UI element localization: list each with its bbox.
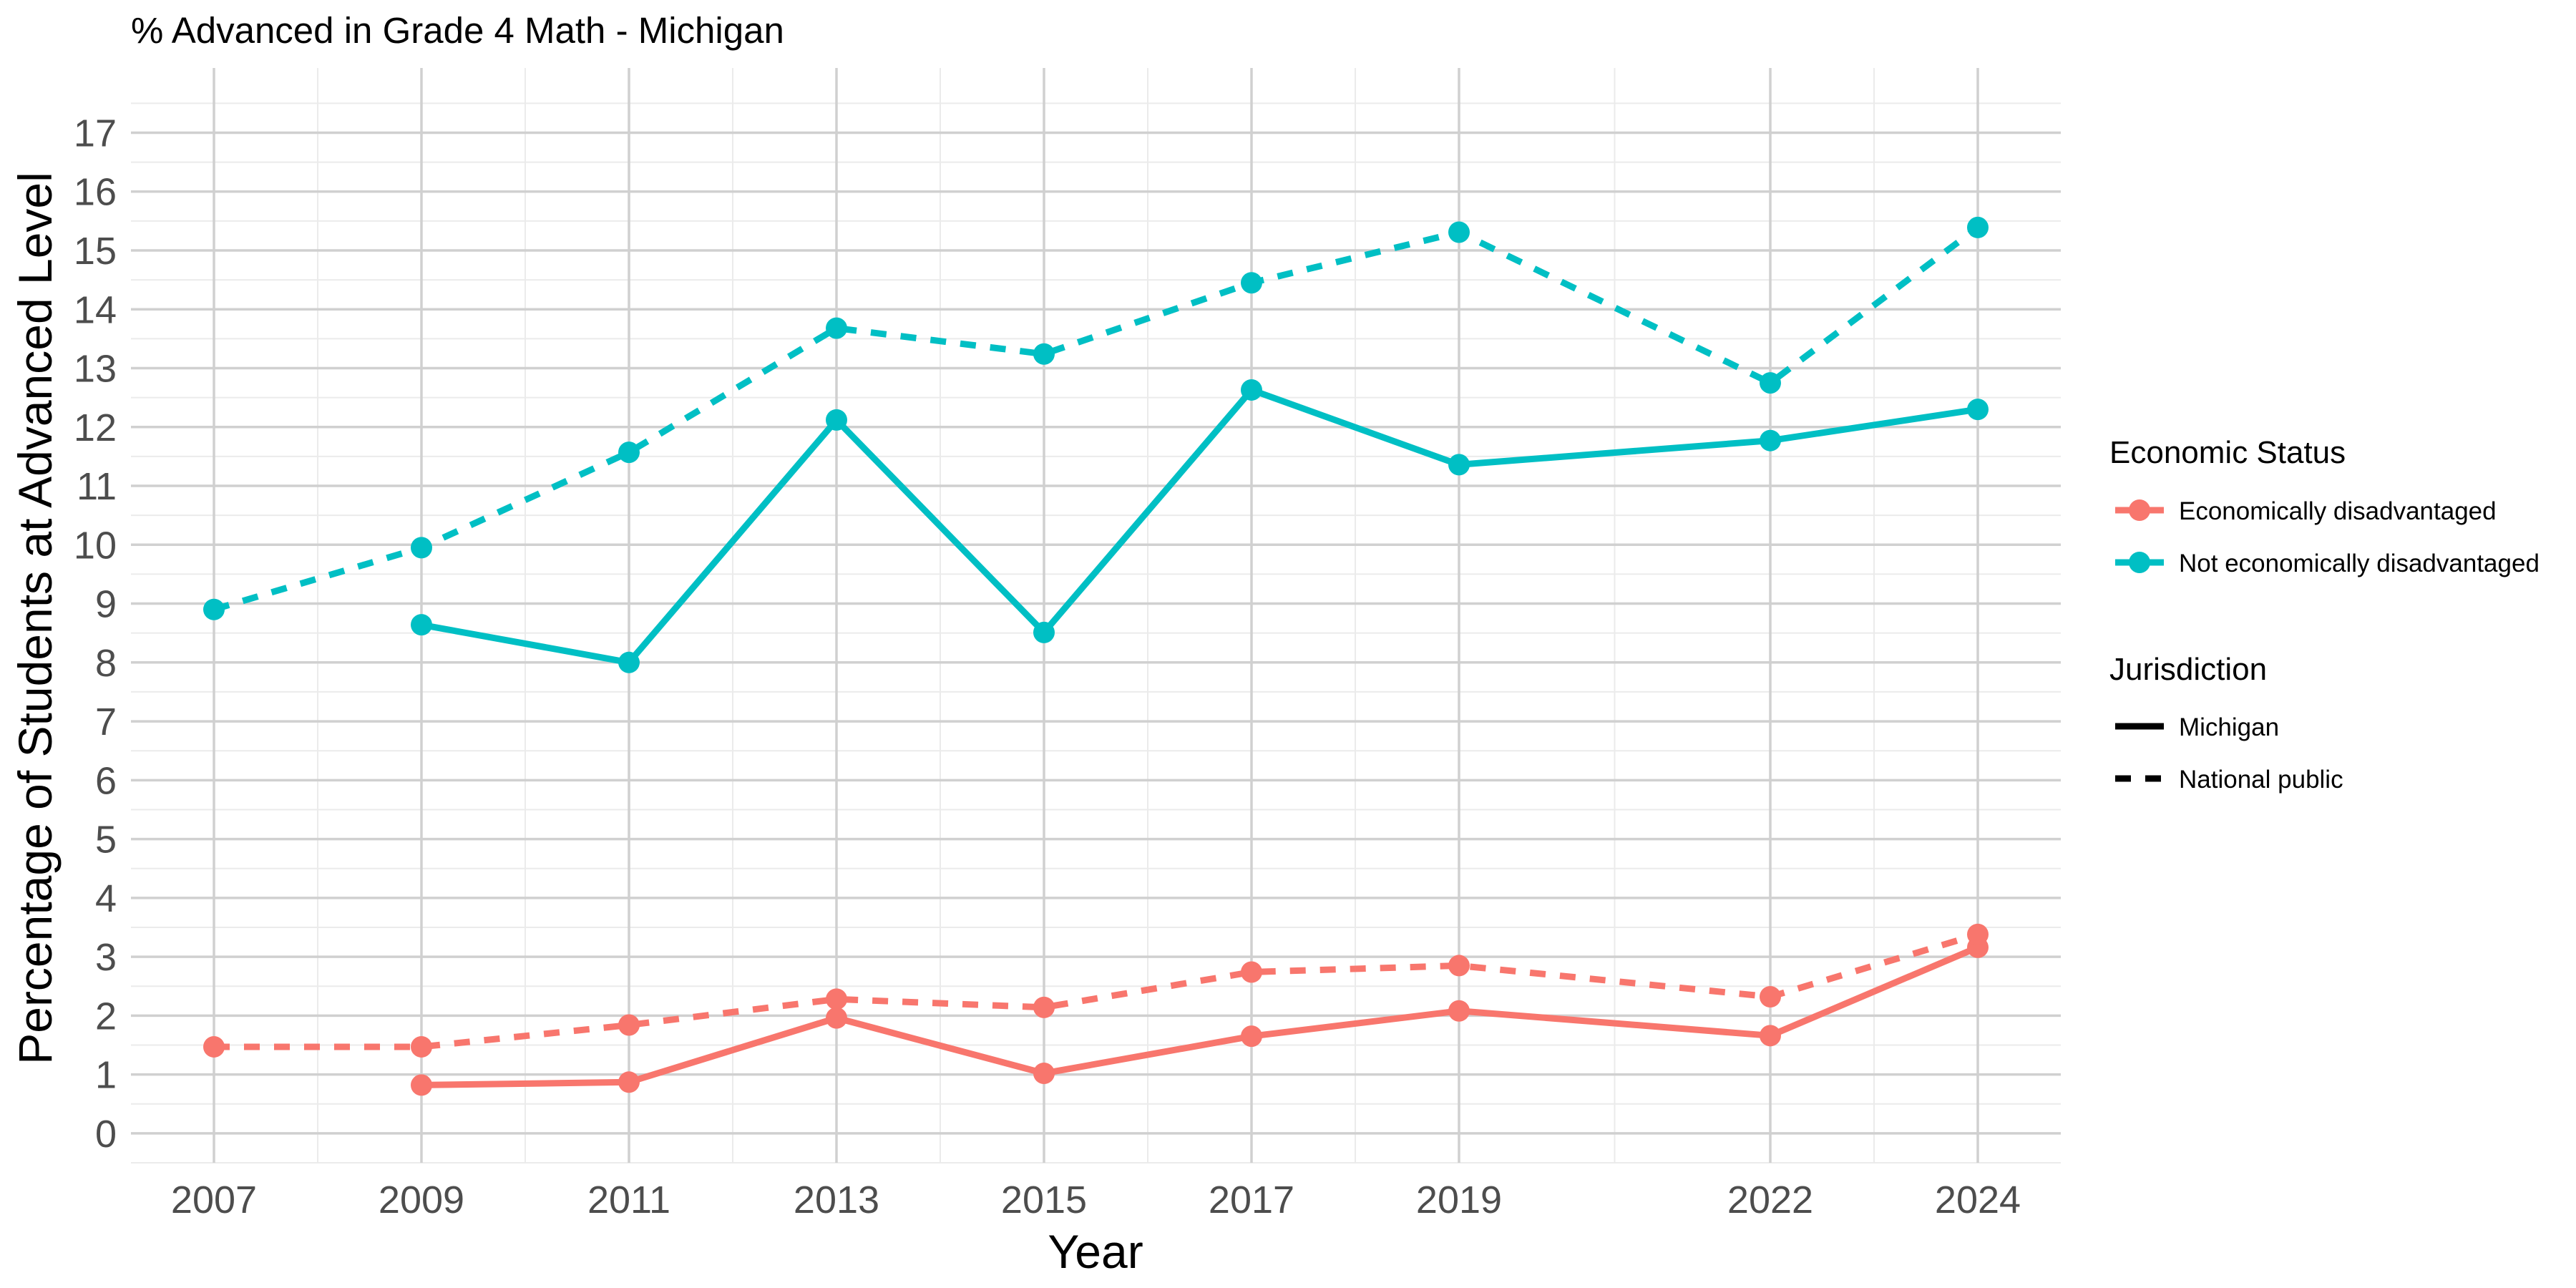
series-line-not-economically-disadvantaged-national-public (213, 225, 1980, 613)
data-point (826, 317, 847, 339)
data-point (1967, 923, 1989, 945)
y-tick-label: 14 (74, 288, 117, 331)
data-point (203, 1035, 225, 1058)
x-tick-label: 2022 (1727, 1179, 1813, 1221)
data-point (1448, 1000, 1470, 1022)
x-tick-label: 2009 (379, 1179, 464, 1221)
legend-label: Michigan (2179, 713, 2279, 741)
y-tick-label: 7 (95, 701, 117, 743)
x-tick-label: 2011 (587, 1179, 670, 1221)
data-point (1241, 1025, 1262, 1048)
data-point (618, 1014, 640, 1036)
data-point (1033, 621, 1055, 643)
x-tick-label: 2013 (794, 1179, 879, 1221)
y-tick-label: 4 (95, 877, 117, 920)
data-point (1760, 429, 1781, 452)
legend: Economic Status Economically disadvantage… (2109, 435, 2540, 794)
data-point (1033, 996, 1055, 1018)
y-tick-label: 17 (74, 112, 117, 155)
data-point (1033, 1062, 1055, 1084)
data-point (826, 988, 847, 1010)
legend-label: Economically disadvantaged (2179, 497, 2497, 525)
data-point (411, 537, 432, 559)
x-tick-label: 2024 (1935, 1179, 2021, 1221)
data-point (1241, 961, 1262, 983)
y-axis-title: Percentage of Students at Advanced Level (9, 172, 62, 1065)
y-tick-label: 15 (74, 230, 117, 273)
y-tick-label: 8 (95, 642, 117, 685)
series-line-not-economically-disadvantaged-michigan (421, 386, 1979, 666)
data-point (1760, 372, 1781, 394)
y-tick-label: 13 (74, 348, 117, 391)
data-point (203, 598, 225, 620)
data-point (411, 1035, 432, 1058)
data-point (411, 614, 432, 636)
y-tick-label: 0 (95, 1113, 117, 1156)
data-point (1241, 379, 1262, 401)
data-point (1967, 216, 1989, 238)
x-tick-label: 2007 (171, 1179, 257, 1221)
legend-key-point (2129, 499, 2150, 521)
data-point (1448, 221, 1470, 243)
series-points (203, 216, 1989, 1096)
y-tick-label: 2 (95, 995, 117, 1038)
legend-title-jurisdiction: Jurisdiction (2109, 652, 2267, 687)
series-line-economically-disadvantaged-michigan (421, 944, 1979, 1088)
y-tick-label: 1 (95, 1054, 117, 1097)
legend-label: National public (2179, 766, 2343, 794)
grid (131, 68, 2061, 1163)
y-tick-label: 3 (95, 936, 117, 979)
data-point (618, 441, 640, 464)
series-lines (213, 225, 1980, 1088)
y-tick-label: 6 (95, 759, 117, 802)
y-tick-label: 16 (74, 171, 117, 214)
legend-title-economic-status: Economic Status (2109, 435, 2346, 470)
y-tick-label: 9 (95, 583, 117, 626)
series-line-economically-disadvantaged-national-public (214, 931, 1979, 1050)
data-point (1760, 986, 1781, 1008)
y-tick-label: 10 (74, 524, 117, 567)
legend-label: Not economically disadvantaged (2179, 550, 2540, 577)
y-tick-label: 12 (74, 406, 117, 449)
x-tick-label: 2019 (1416, 1179, 1502, 1221)
data-point (411, 1074, 432, 1096)
y-tick-label: 5 (95, 819, 117, 862)
data-point (1448, 454, 1470, 476)
data-point (1967, 399, 1989, 421)
y-tick-label: 11 (77, 465, 117, 508)
x-tick-label: 2017 (1209, 1179, 1294, 1221)
data-point (1448, 955, 1470, 977)
data-point (1033, 343, 1055, 365)
data-point (618, 1071, 640, 1093)
data-point (618, 651, 640, 673)
data-point (1760, 1025, 1781, 1047)
x-axis-title: Year (1048, 1225, 1143, 1278)
data-point (826, 1007, 847, 1029)
data-point (826, 409, 847, 431)
x-tick-label: 2015 (1001, 1179, 1087, 1221)
x-tick-labels: 2007 2009 2011 2013 2015 2017 2019 2022 2024 (171, 1179, 2021, 1221)
data-point (1241, 272, 1262, 294)
chart-title: % Advanced in Grade 4 Math - Michigan (131, 10, 784, 51)
legend-key-point (2129, 552, 2150, 573)
